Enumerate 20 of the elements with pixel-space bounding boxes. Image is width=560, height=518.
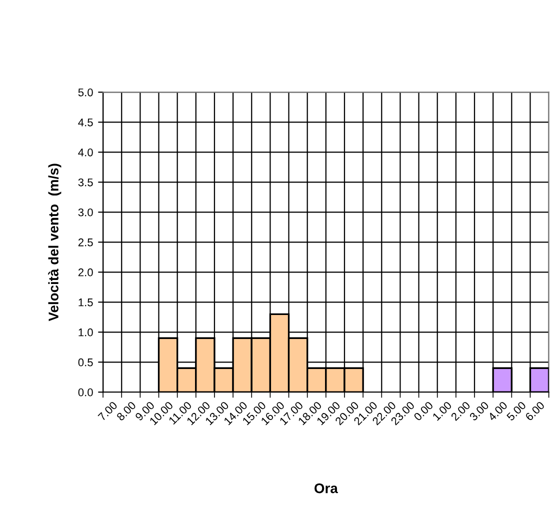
- x-axis-title: Ora: [314, 483, 338, 494]
- x-tick-label: 8.00: [116, 400, 136, 422]
- y-tick-label: 3.0: [78, 208, 93, 216]
- y-tick-label: 4.0: [78, 148, 93, 156]
- y-tick-label: 1.5: [78, 298, 93, 306]
- y-tick-label: 3.5: [78, 178, 93, 186]
- y-tick-label: 1.0: [78, 328, 93, 336]
- x-tick-label: 0.00: [413, 400, 434, 422]
- y-tick-label: 2.0: [78, 268, 93, 276]
- x-tick-label: 3.00: [469, 400, 490, 422]
- y-tick-label: 0.5: [78, 358, 93, 366]
- y-tick-label: 4.5: [78, 118, 93, 126]
- y-tick-label: 5.0: [78, 88, 93, 96]
- y-tick-label: 2.5: [78, 238, 93, 246]
- x-tick-label: 7.00: [98, 400, 118, 422]
- x-tick-label: 6.00: [524, 400, 545, 422]
- y-tick-label: 0.0: [78, 388, 93, 396]
- x-tick-label: 4.00: [487, 400, 508, 422]
- x-tick-label: 5.00: [506, 400, 526, 422]
- y-axis-title: Velocità del vento (m/s): [48, 164, 62, 322]
